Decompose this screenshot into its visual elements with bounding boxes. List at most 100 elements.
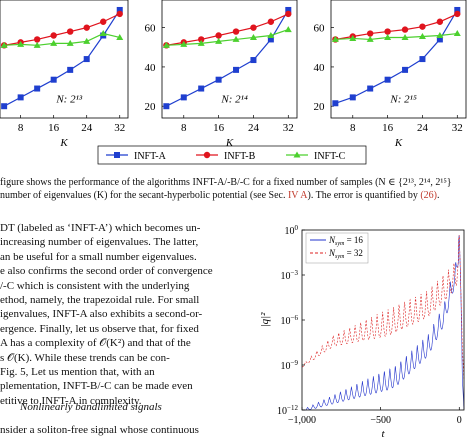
marker-triangle: [293, 151, 301, 158]
x-axis-label: K: [225, 137, 234, 149]
equation-ref-link[interactable]: (26): [420, 190, 438, 201]
caption-line-2: number of eigenvalues (K) for the secant…: [0, 189, 472, 202]
n-annotation: N: 2¹³: [55, 93, 83, 105]
marker-square: [367, 85, 374, 92]
marker-triangle: [116, 33, 124, 40]
marker-circle: [436, 18, 444, 25]
x-tick-label: 0: [457, 415, 462, 426]
marker-triangle: [197, 39, 205, 46]
caption-line-2-end: .: [437, 190, 440, 201]
marker-circle: [232, 28, 240, 35]
n-annotation: N: 2¹⁵: [389, 93, 417, 105]
marker-square: [1, 103, 8, 110]
marker-circle: [250, 24, 257, 31]
x-tick-label: 16: [382, 122, 394, 134]
marker-square: [419, 56, 426, 63]
marker-square: [116, 6, 123, 13]
marker-circle: [285, 10, 292, 18]
legend-box: [97, 145, 367, 165]
x-tick-label: −1,000: [288, 415, 316, 426]
series-line-inft-c: [335, 32, 458, 41]
body-line: etitive to INFT-A in complexity.: [0, 394, 142, 407]
series-line-inft-c: [166, 29, 289, 46]
marker-triangle: [99, 30, 107, 37]
panel-frame: [161, 0, 298, 119]
x-tick-label: 24: [81, 122, 93, 134]
marker-square: [349, 94, 356, 101]
marker-circle: [50, 32, 57, 39]
marker-circle: [384, 28, 391, 35]
body-paragraph: DT (labeled as ‘INFT-A’) which becomes u…: [0, 221, 252, 408]
x-axis-label: K: [394, 137, 403, 149]
marker-square: [180, 94, 187, 101]
marker-circle: [454, 10, 461, 18]
marker-triangle: [66, 39, 74, 46]
body-line: e also confirms the second order of conv…: [0, 265, 213, 278]
marker-triangle: [83, 37, 91, 44]
marker-triangle: [162, 41, 170, 48]
x-tick-label: 8: [350, 122, 356, 134]
marker-square: [436, 36, 443, 43]
marker-triangle: [418, 32, 426, 39]
marker-circle: [33, 36, 41, 43]
marker-triangle: [349, 34, 357, 41]
marker-square: [332, 100, 339, 107]
marker-triangle: [50, 39, 58, 46]
body-line: s 𝒪(K). While these trends can be con-: [0, 351, 170, 364]
x-tick-label: 32: [114, 122, 125, 134]
marker-square: [267, 36, 274, 43]
marker-square: [215, 76, 222, 83]
x-axis-label: K: [59, 137, 68, 149]
marker-circle: [66, 28, 74, 35]
x-tick-label: 16: [213, 122, 225, 134]
marker-circle: [197, 36, 205, 43]
marker-square: [402, 66, 409, 73]
marker-circle: [419, 23, 426, 30]
section-ref-link[interactable]: IV A: [287, 190, 308, 201]
marker-triangle: [232, 35, 240, 42]
marker-triangle: [331, 35, 339, 42]
body-line: ergence. Finally, let us observe that, f…: [0, 322, 199, 335]
y-tick-label: 20: [314, 101, 326, 113]
legend-box: [305, 232, 369, 264]
y-tick-label: 10−3: [281, 269, 299, 282]
marker-circle: [116, 10, 123, 18]
caption-line-2-mid: ). The error is quantified by: [307, 190, 421, 201]
body-line: /-C which is consistent with the underly…: [0, 279, 190, 292]
body-line: increasing number of eigenvalues. The la…: [0, 236, 199, 249]
y-tick-label: 60: [314, 23, 326, 35]
marker-triangle: [366, 35, 374, 42]
panel-n15: 8 16 24 32 20 40 60 N: 2¹⁵ K: [314, 0, 467, 149]
y-tick-label: 20: [145, 101, 157, 113]
y-axis-label: |q|²: [259, 312, 271, 328]
x-tick-label: 32: [283, 122, 294, 134]
panel-frame: [330, 0, 467, 119]
plot-series: [302, 234, 465, 411]
marker-square: [83, 56, 90, 63]
x-tick-label: 8: [181, 122, 187, 134]
marker-triangle: [384, 33, 392, 40]
marker-triangle: [436, 32, 444, 38]
caption-line-1: figure shows the performance of the algo…: [0, 177, 452, 188]
caption-line-2-text: number of eigenvalues (K) for the secant…: [0, 190, 288, 201]
y-tick-label: 40: [145, 62, 157, 74]
y-tick-label: 10−6: [281, 314, 299, 327]
panel-frame: [0, 0, 129, 119]
panel-n13: 8 16 24 32 N: 2¹³ K: [0, 0, 129, 149]
series-line-nsym-16: [302, 234, 465, 411]
n-annotation: N: 2¹⁴: [220, 93, 248, 105]
body-line: ethod, namely, the trapezoidal rule. For…: [0, 294, 200, 307]
marker-circle: [267, 18, 275, 25]
marker-square: [163, 103, 170, 110]
y-tick-label: 100: [285, 224, 299, 237]
marker-circle: [366, 30, 374, 37]
x-tick-label: 24: [248, 122, 260, 134]
x-axis-label: t: [381, 428, 385, 439]
marker-triangle: [284, 26, 292, 33]
top-figure: 8 16 24 32 N: 2¹³ K 8 16 24 32 20 40 60 N: 2¹⁴ K 8 16 2…: [0, 0, 467, 165]
body-line: plementation, INFT-B/-C can be made even: [0, 380, 193, 393]
marker-circle: [83, 24, 90, 31]
section-heading: Nonlinearly bandlimited signals: [20, 401, 162, 413]
